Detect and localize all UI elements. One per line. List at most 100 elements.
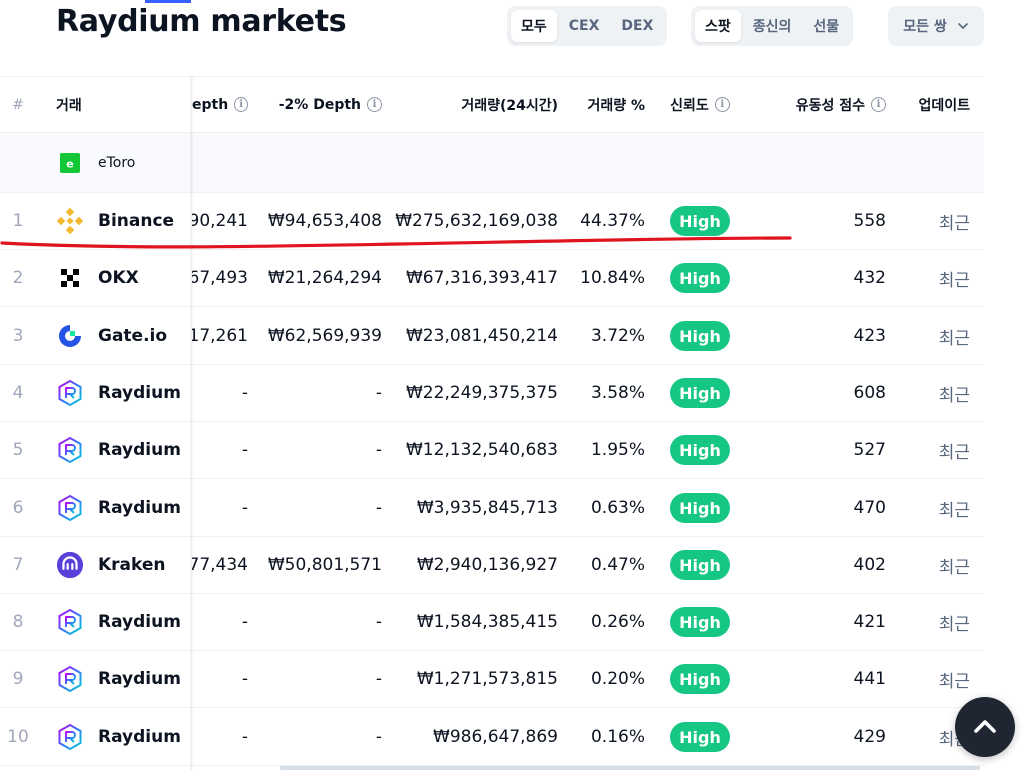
liquidity-cell: 558 bbox=[853, 211, 886, 231]
raydium-logo-icon bbox=[56, 723, 84, 751]
exchange-cell[interactable]: Binance bbox=[36, 193, 192, 249]
confidence-badge: High bbox=[670, 550, 730, 580]
plus-depth-cell: 77,434 bbox=[192, 555, 248, 575]
table-row-sticky[interactable]: 7 Kraken bbox=[0, 537, 191, 594]
minus-depth-cell: ₩62,569,939 bbox=[267, 326, 382, 346]
exchange-name[interactable]: Raydium bbox=[98, 383, 181, 403]
filter-perpetual-button[interactable]: 종신의 bbox=[752, 19, 792, 35]
minus-depth-cell: - bbox=[375, 383, 382, 403]
filter-spot-button[interactable]: 스팟 bbox=[695, 10, 741, 42]
col-liquidity-header[interactable]: 유동성 점수 i bbox=[755, 77, 886, 132]
exchange-name[interactable]: Raydium bbox=[98, 727, 181, 747]
table-row-sticky[interactable]: 9 Raydium bbox=[0, 651, 191, 708]
volume-pct-cell: 0.16% bbox=[590, 727, 645, 747]
exchange-name[interactable]: Kraken bbox=[98, 555, 166, 575]
liquidity-cell: 429 bbox=[853, 727, 886, 747]
page-title: Raydium markets bbox=[56, 4, 347, 39]
confidence-badge: High bbox=[670, 664, 730, 694]
confidence-cell: High bbox=[645, 193, 755, 249]
minus-depth-cell: - bbox=[375, 669, 382, 689]
col-volume-header[interactable]: 거래량(24시간) bbox=[461, 97, 558, 114]
table-row[interactable]: 717,261 ₩62,569,939 ₩23,081,450,214 3.72% Hi… bbox=[0, 308, 984, 365]
rank-cell: 7 bbox=[12, 555, 24, 575]
table-row-sticky[interactable]: 6 Raydium bbox=[0, 480, 191, 537]
table-row[interactable]: 290,241 ₩94,653,408 ₩275,632,169,038 44.37%… bbox=[0, 193, 984, 250]
volume-cell: ₩3,935,845,713 bbox=[416, 498, 558, 518]
table-row[interactable]: - - ₩22,249,375,375 3.58% High 608 최근 bbox=[0, 365, 984, 422]
kraken-logo-icon bbox=[56, 551, 84, 579]
filter-cex-button[interactable]: CEX bbox=[568, 18, 600, 34]
confidence-cell: High bbox=[645, 365, 755, 421]
exchange-name[interactable]: Raydium bbox=[98, 440, 181, 460]
table-row-sticky[interactable]: 3 Gate.io bbox=[0, 308, 191, 365]
exchange-name[interactable]: OKX bbox=[98, 268, 139, 288]
exchange-cell[interactable]: Gate.io bbox=[36, 308, 192, 364]
volume-pct-cell: 0.26% bbox=[590, 612, 645, 632]
updated-cell: 최근 bbox=[938, 442, 970, 463]
plus-depth-cell: - bbox=[241, 440, 248, 460]
group-exchange[interactable]: e eToro bbox=[36, 133, 192, 192]
sticky-header: # 거래 bbox=[0, 76, 191, 133]
exchange-cell[interactable]: Kraken bbox=[36, 537, 192, 593]
table-row-sticky[interactable]: 2 OKX bbox=[0, 250, 191, 307]
exchange-cell[interactable]: OKX bbox=[36, 250, 192, 306]
exchange-name[interactable]: Binance bbox=[98, 211, 175, 231]
raydium-logo-icon bbox=[56, 608, 84, 636]
exchange-cell[interactable]: Raydium bbox=[36, 422, 192, 478]
horizontal-scrollbar[interactable] bbox=[280, 766, 980, 770]
exchange-cell[interactable]: Raydium bbox=[36, 709, 192, 765]
col-rank-header-sticky[interactable]: # bbox=[12, 96, 24, 113]
table-row[interactable]: 77,434 ₩50,801,571 ₩2,940,136,927 0.47% High… bbox=[0, 537, 984, 594]
exchange-name[interactable]: Raydium bbox=[98, 612, 181, 632]
filter-dex-button[interactable]: DEX bbox=[621, 18, 654, 34]
table-row-sticky[interactable]: 10 Raydium bbox=[0, 709, 191, 766]
exchange-cell[interactable]: Raydium bbox=[36, 651, 192, 707]
table-row-sticky[interactable]: 5 Raydium bbox=[0, 422, 191, 479]
minus-depth-cell: - bbox=[375, 727, 382, 747]
table-row-sticky[interactable]: 4 Raydium bbox=[0, 365, 191, 422]
col-exchange-header[interactable]: 거래 bbox=[56, 97, 82, 114]
red-underline-annotation bbox=[0, 236, 792, 249]
plus-depth-cell: - bbox=[241, 383, 248, 403]
col-plus-depth-header[interactable]: epth i bbox=[192, 77, 248, 132]
updated-cell: 최근 bbox=[938, 557, 970, 578]
volume-cell: ₩2,940,136,927 bbox=[416, 555, 558, 575]
volume-pct-cell: 1.95% bbox=[590, 440, 645, 460]
table-row[interactable]: 67,493 ₩21,264,294 ₩67,316,393,417 10.84% Hi… bbox=[0, 250, 984, 307]
volume-pct-cell: 0.63% bbox=[590, 498, 645, 518]
volume-pct-cell: 3.58% bbox=[590, 383, 645, 403]
confidence-cell: High bbox=[645, 537, 755, 593]
table-row[interactable]: - - ₩1,271,573,815 0.20% High 441 최근 bbox=[0, 651, 984, 708]
group-row-etoro-sticky[interactable]: e eToro bbox=[0, 133, 191, 193]
exchange-name[interactable]: Raydium bbox=[98, 669, 181, 689]
table-row-sticky[interactable]: 1 Binance bbox=[0, 193, 191, 250]
table-row-sticky[interactable]: 8 Raydium bbox=[0, 594, 191, 651]
table-row[interactable]: - - ₩1,584,385,415 0.26% High 421 최근 bbox=[0, 594, 984, 651]
minus-depth-cell: ₩50,801,571 bbox=[267, 555, 382, 575]
filter-futures-button[interactable]: 선물 bbox=[813, 19, 840, 35]
info-icon[interactable]: i bbox=[714, 97, 730, 112]
col-volume-pct-header[interactable]: 거래량 % bbox=[587, 97, 645, 114]
exchange-name[interactable]: Raydium bbox=[98, 498, 181, 518]
exchange-cell[interactable]: Raydium bbox=[36, 594, 192, 650]
pair-dropdown[interactable]: 모든 쌍 bbox=[888, 6, 984, 46]
raydium-logo-icon bbox=[56, 665, 84, 693]
info-icon[interactable]: i bbox=[871, 97, 886, 112]
table-row[interactable]: - - ₩986,647,869 0.16% High 429 최근 bbox=[0, 709, 984, 766]
table-row[interactable]: - - ₩3,935,845,713 0.63% High 470 최근 bbox=[0, 480, 984, 537]
exchange-type-filter: 모두 CEX DEX bbox=[507, 6, 668, 46]
volume-cell: ₩67,316,393,417 bbox=[406, 268, 558, 288]
table-row[interactable]: - - ₩12,132,540,683 1.95% High 527 최근 bbox=[0, 422, 984, 479]
exchange-name[interactable]: Gate.io bbox=[98, 326, 168, 346]
scroll-to-top-button[interactable] bbox=[955, 697, 1015, 757]
col-confidence-header[interactable]: 신뢰도 i bbox=[645, 77, 755, 132]
info-icon[interactable]: i bbox=[234, 97, 248, 112]
col-updated-header[interactable]: 업데이트 bbox=[918, 97, 970, 114]
col-minus-depth-header[interactable]: -2% Depth i bbox=[248, 77, 382, 132]
exchange-cell[interactable]: Raydium bbox=[36, 480, 192, 536]
pair-dropdown-label: 모든 쌍 bbox=[903, 19, 947, 35]
exchange-cell[interactable]: Raydium bbox=[36, 365, 192, 421]
info-icon[interactable]: i bbox=[367, 97, 382, 112]
filter-all-button[interactable]: 모두 bbox=[511, 10, 557, 42]
